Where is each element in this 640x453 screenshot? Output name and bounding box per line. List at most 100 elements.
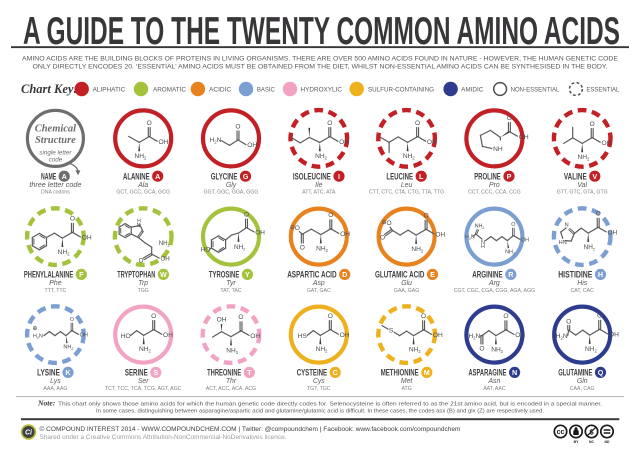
svg-text:O: O [387, 220, 392, 227]
svg-text:ARGININE: ARGININE [472, 270, 502, 281]
svg-text:CAA, CAG: CAA, CAG [570, 386, 595, 392]
svg-text:Thr: Thr [226, 378, 237, 385]
svg-text:R: R [508, 270, 514, 279]
svg-text:NH2: NH2 [226, 347, 239, 354]
svg-text:K: K [65, 368, 71, 377]
svg-text:Asn: Asn [487, 378, 500, 385]
svg-text:Shared under a Creative Common: Shared under a Creative Commons Attribut… [40, 435, 287, 441]
svg-text:Gly: Gly [226, 182, 237, 189]
svg-text:Phe: Phe [49, 280, 61, 287]
svg-text:Lys: Lys [50, 378, 61, 385]
svg-text:NH2: NH2 [63, 345, 73, 351]
svg-text:O: O [566, 319, 571, 326]
svg-text:O: O [424, 213, 429, 220]
svg-text:N: N [137, 223, 141, 229]
svg-text:GLUTAMINE: GLUTAMINE [558, 368, 592, 379]
svg-text:A: A [155, 172, 160, 181]
svg-text:SERINE: SERINE [125, 368, 148, 379]
svg-text:cc: cc [557, 429, 565, 436]
svg-text:H: H [137, 218, 141, 224]
svg-text:Leu: Leu [401, 182, 413, 189]
svg-text:OH: OH [163, 332, 173, 339]
svg-text:O: O [597, 313, 602, 320]
svg-text:NH2: NH2 [585, 346, 598, 353]
svg-text:Ala: Ala [137, 182, 148, 189]
svg-text:O: O [415, 120, 420, 127]
svg-text:GCT, GCC, GCA, GCG: GCT, GCC, GCA, GCG [116, 190, 170, 196]
svg-text:GGT, GGC, GGA, GGG: GGT, GGC, GGA, GGG [204, 190, 259, 196]
svg-text:VALINE: VALINE [564, 171, 587, 182]
svg-text:N: N [481, 240, 485, 246]
svg-text:OH: OH [435, 232, 445, 239]
svg-text:NH2: NH2 [58, 249, 71, 256]
svg-text:H2N: H2N [468, 333, 480, 340]
svg-text:ALIPHATIC: ALIPHATIC [93, 86, 126, 93]
svg-text:NH2: NH2 [234, 244, 246, 251]
svg-text:GAT, GAC: GAT, GAC [307, 288, 331, 294]
svg-text:AAA, AAG: AAA, AAG [43, 386, 67, 392]
svg-text:N: N [565, 222, 569, 228]
svg-text:H2N: H2N [465, 235, 475, 241]
svg-text:OH: OH [602, 140, 612, 147]
svg-text:O: O [328, 313, 333, 320]
svg-text:O: O [70, 216, 75, 223]
svg-text:Note:: Note: [37, 398, 55, 407]
svg-text:AMINO ACIDS ARE THE BUILDING B: AMINO ACIDS ARE THE BUILDING BLOCKS OF P… [22, 55, 618, 62]
svg-text:DNA codons: DNA codons [41, 190, 70, 196]
svg-text:NON-ESSENTIAL: NON-ESSENTIAL [511, 86, 560, 93]
svg-text:O: O [590, 121, 595, 128]
svg-text:O: O [244, 212, 249, 219]
svg-text:ASPARAGINE: ASPARAGINE [469, 368, 507, 379]
svg-text:TGT, TGC: TGT, TGC [307, 386, 331, 392]
svg-text:P: P [507, 172, 512, 181]
svg-text:ACT, ACC, ACA, ACG: ACT, ACC, ACA, ACG [206, 386, 256, 392]
svg-text:OH: OH [82, 235, 92, 242]
svg-text:Chart Key:: Chart Key: [21, 82, 78, 96]
svg-text:HO: HO [201, 246, 211, 253]
svg-text:NH2: NH2 [475, 224, 485, 230]
svg-text:O: O [235, 123, 240, 130]
svg-text:S: S [153, 368, 158, 377]
svg-text:ISOLEUCINE: ISOLEUCINE [293, 171, 331, 182]
svg-text:Ser: Ser [138, 378, 149, 385]
svg-text:O: O [147, 120, 152, 127]
svg-text:A GUIDE TO THE TWENTY COMMON A: A GUIDE TO THE TWENTY COMMON AMINO ACIDS [23, 10, 620, 53]
svg-text:NC: NC [589, 440, 594, 444]
svg-text:ESSENTIAL: ESSENTIAL [586, 86, 619, 93]
svg-text:BY: BY [574, 440, 579, 444]
svg-text:Y: Y [245, 270, 250, 279]
svg-text:NH2: NH2 [577, 154, 590, 161]
svg-text:TGG: TGG [138, 288, 149, 294]
svg-text:LEUCINE: LEUCINE [386, 171, 413, 182]
svg-text:TAT, TAC: TAT, TAC [220, 288, 241, 294]
svg-text:N: N [512, 368, 517, 377]
svg-text:TYROSINE: TYROSINE [209, 270, 239, 281]
svg-text:H: H [481, 244, 485, 250]
svg-text:HS: HS [298, 333, 308, 340]
svg-text:NH2: NH2 [159, 240, 170, 247]
svg-text:NH2: NH2 [315, 153, 328, 160]
svg-text:NH2: NH2 [134, 153, 147, 160]
svg-text:NH2: NH2 [411, 246, 424, 253]
svg-text:O: O [503, 313, 508, 320]
svg-text:LYSINE: LYSINE [37, 368, 60, 379]
svg-text:Trp: Trp [138, 280, 148, 287]
svg-text:OH: OH [159, 139, 169, 146]
svg-text:O: O [139, 258, 144, 265]
svg-text:O: O [421, 313, 426, 320]
svg-text:NH2: NH2 [584, 244, 596, 251]
svg-text:GLYCINE: GLYCINE [211, 171, 238, 182]
svg-text:OH: OH [433, 332, 443, 339]
svg-text:OH: OH [519, 134, 529, 141]
svg-text:O: O [295, 225, 300, 232]
svg-text:O: O [151, 313, 156, 320]
svg-text:ALANINE: ALANINE [123, 171, 150, 182]
svg-text:GTT, GTC, GTA, GTG: GTT, GTC, GTA, GTG [557, 190, 608, 196]
svg-text:code: code [49, 156, 63, 163]
svg-text:Pro: Pro [489, 182, 500, 189]
svg-text:three letter code: three letter code [29, 180, 81, 189]
svg-text:NAME: NAME [41, 171, 56, 182]
svg-text:O: O [507, 115, 512, 122]
svg-text:D: D [342, 270, 347, 279]
svg-text:OH: OH [608, 230, 618, 237]
